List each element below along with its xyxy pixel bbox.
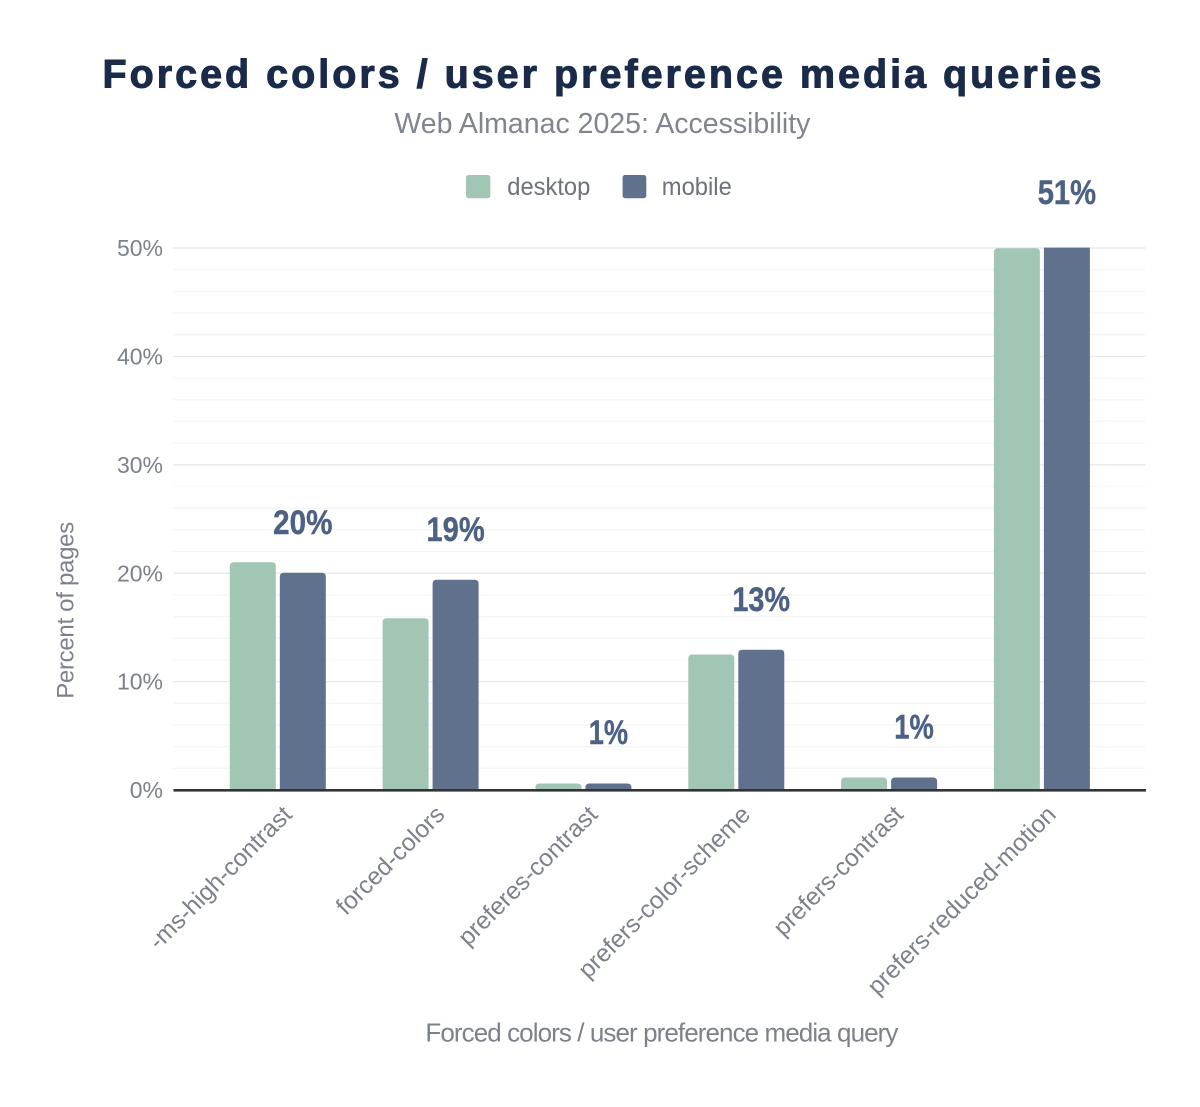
svg-text:51%: 51% (1038, 174, 1096, 212)
svg-text:30%: 30% (117, 452, 163, 478)
svg-text:20%: 20% (273, 504, 332, 542)
svg-text:Forced colors / user preferenc: Forced colors / user preference media qu… (425, 1018, 898, 1048)
svg-text:1%: 1% (589, 714, 628, 752)
svg-text:13%: 13% (732, 581, 790, 619)
svg-text:1%: 1% (894, 709, 934, 747)
svg-text:10%: 10% (117, 669, 163, 695)
svg-text:0%: 0% (130, 777, 163, 803)
svg-text:50%: 50% (117, 235, 163, 261)
svg-text:desktop: desktop (507, 173, 590, 201)
svg-text:19%: 19% (427, 511, 485, 549)
svg-text:40%: 40% (117, 344, 163, 370)
svg-text:Forced colors / user preferenc: Forced colors / user preference media qu… (103, 53, 1102, 97)
svg-text:Web Almanac 2025: Accessibilit: Web Almanac 2025: Accessibility (394, 108, 811, 140)
svg-text:20%: 20% (117, 560, 163, 586)
svg-text:Percent of pages: Percent of pages (53, 522, 80, 699)
svg-text:mobile: mobile (662, 173, 732, 201)
